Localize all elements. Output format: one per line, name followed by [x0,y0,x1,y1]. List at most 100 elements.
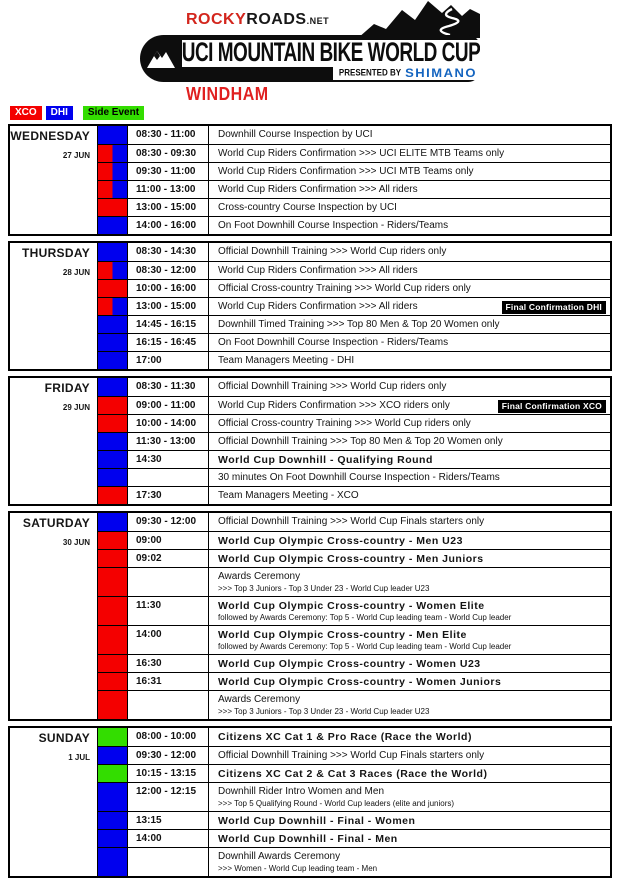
time-cell: 10:00 - 14:00 [128,415,209,432]
schedule-row: 16:31 World Cup Olympic Cross-country - W… [98,672,610,690]
event-title: World Cup Downhill - Final - Men [218,833,398,845]
time-cell: 14:00 - 16:00 [128,217,209,234]
banner-title: UCI MOUNTAIN BIKE WORLD CUP [182,40,480,67]
event-title: World Cup Olympic Cross-country - Women … [218,600,485,612]
event-cell: Cross-country Course Inspection by UCI [209,199,610,216]
event-cell: World Cup Olympic Cross-country - Women … [209,673,610,690]
event-title: World Cup Olympic Cross-country - Women … [218,676,502,688]
event-title: World Cup Riders Confirmation >>> XCO ri… [218,400,450,411]
event-title: Official Downhill Training >>> World Cup… [218,246,447,257]
event-subtitle: >>> Women - World Cup leading team - Men [218,864,378,873]
category-color-cell-dhi [98,451,128,468]
logo-net-text: .NET [306,16,330,26]
day-date: 29 JUN [62,403,90,412]
event-title: Team Managers Meeting - DHI [218,355,355,366]
event-cell: World Cup Riders Confirmation >>> All ri… [209,262,610,279]
day-date: 27 JUN [62,151,90,160]
time-cell: 14:45 - 16:15 [128,316,209,333]
category-color-cell-side [98,728,128,746]
event-title: Official Cross-country Training >>> Worl… [218,283,471,294]
event-cell: World Cup Riders Confirmation >>> UCI EL… [209,145,610,162]
event-cell: Citizens XC Cat 1 & Pro Race (Race the W… [209,728,610,746]
event-cell: Team Managers Meeting - XCO [209,487,610,504]
category-color-cell-xco [98,673,128,690]
schedule-row: 08:30 - 14:30 Official Downhill Training … [98,243,610,261]
event-cell: Downhill Rider Intro Women and Men >>> To… [209,783,610,811]
day-label-cell: FRIDAY 29 JUN [10,378,98,504]
time-cell: 09:30 - 11:00 [128,163,209,180]
event-cell: On Foot Downhill Course Inspection - Rid… [209,334,610,351]
day-name: SUNDAY [38,731,90,745]
event-cell: World Cup Riders Confirmation >>> UCI MT… [209,163,610,180]
event-title: World Cup Riders Confirmation >>> All ri… [218,301,418,312]
time-cell: 08:30 - 09:30 [128,145,209,162]
event-cell: World Cup Riders Confirmation >>> All ri… [209,298,610,315]
day-date: 28 JUN [62,268,90,277]
event-cell: Citizens XC Cat 2 & Cat 3 Races (Race th… [209,765,610,782]
event-title: Downhill Course Inspection by UCI [218,129,373,140]
event-cell: Official Downhill Training >>> Top 80 Me… [209,433,610,450]
event-header: ROCKYROADS.NET UCI MOUNTAIN BIKE WORLD C… [0,0,620,105]
event-title: Cross-country Course Inspection by UCI [218,202,397,213]
time-cell: 16:30 [128,655,209,672]
event-title: Awards Ceremony [218,571,301,582]
logo-rocky-text: ROCKY [186,11,247,28]
schedule-row: 12:00 - 12:15 Downhill Rider Intro Women … [98,782,610,811]
day-rows: 08:30 - 11:30 Official Downhill Training … [98,378,610,504]
schedule-row: 09:00 - 11:00 World Cup Riders Confirmati… [98,396,610,414]
event-title: Citizens XC Cat 2 & Cat 3 Races (Race th… [218,768,488,780]
time-cell [128,469,209,486]
day-label-cell: WEDNESDAY 27 JUN [10,126,98,234]
time-cell [128,848,209,876]
event-title: Official Downhill Training >>> World Cup… [218,516,485,527]
day-block-wednesday: WEDNESDAY 27 JUN 08:30 - 11:00 Downhill Cou… [8,124,612,236]
category-color-cell-dhi [98,316,128,333]
category-color-cell-xco-dhi [98,163,128,180]
schedule-row: 09:30 - 12:00 Official Downhill Training … [98,513,610,531]
category-color-cell-dhi [98,812,128,829]
time-cell: 14:00 [128,830,209,847]
time-cell: 08:30 - 14:30 [128,243,209,261]
day-label-cell: SATURDAY 30 JUN [10,513,98,719]
schedule-row: 11:30 - 13:00 Official Downhill Training … [98,432,610,450]
day-label-cell: SUNDAY 1 JUL [10,728,98,876]
time-cell: 16:31 [128,673,209,690]
legend-chip-side: Side Event [82,106,145,120]
schedule-row: 14:30 World Cup Downhill - Qualifying Rou… [98,450,610,468]
event-cell: On Foot Downhill Course Inspection - Rid… [209,217,610,234]
day-block-saturday: SATURDAY 30 JUN 09:30 - 12:00 Official Down… [8,511,612,721]
schedule-row: 08:30 - 11:30 Official Downhill Training … [98,378,610,396]
legend-chip-xco: XCO [10,106,42,120]
schedule-row: 17:00 Team Managers Meeting - DHI [98,351,610,369]
event-cell: World Cup Downhill - Qualifying Round [209,451,610,468]
event-title: World Cup Riders Confirmation >>> All ri… [218,265,418,276]
shimano-logo: SHIMANO [405,65,477,80]
schedule-row: 08:30 - 09:30 World Cup Riders Confirmati… [98,144,610,162]
category-color-cell-dhi [98,334,128,351]
category-color-cell-dhi [98,469,128,486]
category-color-cell-xco [98,487,128,504]
event-cell: Official Downhill Training >>> World Cup… [209,243,610,261]
time-cell: 08:30 - 12:00 [128,262,209,279]
schedule-row: 16:30 World Cup Olympic Cross-country - W… [98,654,610,672]
event-title: World Cup Riders Confirmation >>> UCI MT… [218,166,474,177]
event-location: WINDHAM [186,85,269,105]
event-cell: World Cup Olympic Cross-country - Men U2… [209,532,610,549]
time-cell: 11:30 - 13:00 [128,433,209,450]
final-confirmation-badge: Final Confirmation DHI [501,301,606,314]
category-color-cell-xco-dhi [98,262,128,279]
time-cell: 09:00 - 11:00 [128,397,209,414]
category-color-cell-xco-dhi [98,145,128,162]
schedule-row: 13:00 - 15:00 Cross-country Course Inspec… [98,198,610,216]
time-cell: 11:00 - 13:00 [128,181,209,198]
time-cell: 08:30 - 11:30 [128,378,209,396]
event-subtitle: >>> Top 5 Qualifying Round - World Cup l… [218,799,455,808]
time-cell: 10:00 - 16:00 [128,280,209,297]
time-cell: 09:30 - 12:00 [128,513,209,531]
category-color-cell-xco [98,597,128,625]
logo-roads-text: ROADS [246,11,307,28]
category-color-cell-dhi [98,243,128,261]
event-title: Official Downhill Training >>> Top 80 Me… [218,436,503,447]
day-name: FRIDAY [44,381,90,395]
category-color-cell-dhi [98,352,128,369]
